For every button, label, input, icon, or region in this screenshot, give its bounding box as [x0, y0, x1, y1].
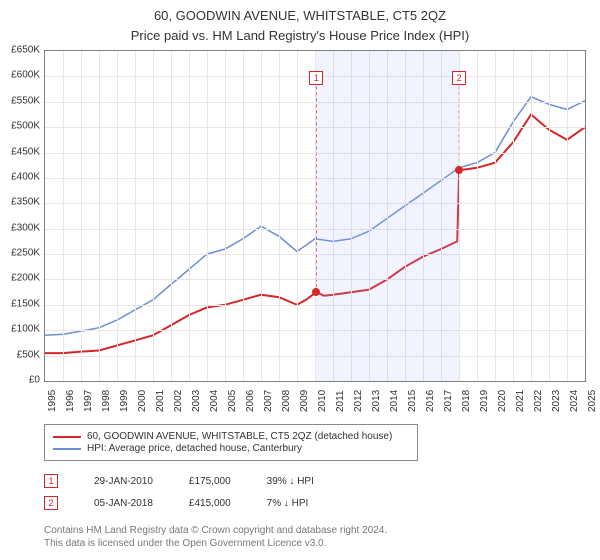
sale-row-diff: 39% ↓ HPI: [267, 476, 314, 487]
sale-marker-dot: [455, 166, 463, 174]
x-axis-label: 2015: [407, 390, 418, 412]
x-axis-label: 2002: [173, 390, 184, 412]
x-axis-label: 2009: [299, 390, 310, 412]
x-axis-label: 2006: [245, 390, 256, 412]
y-axis-label: £450K: [2, 146, 40, 157]
footnote-line-2: This data is licensed under the Open Gov…: [44, 538, 326, 549]
sale-marker-label: 2: [452, 71, 466, 85]
footnote: Contains HM Land Registry data © Crown c…: [44, 524, 387, 550]
sale-row: 1 29-JAN-2010 £175,000 39% ↓ HPI: [44, 474, 314, 488]
x-axis-label: 2000: [137, 390, 148, 412]
y-axis-label: £100K: [2, 324, 40, 335]
y-axis-label: £0: [2, 375, 40, 386]
sale-row-price: £415,000: [189, 498, 231, 509]
y-axis-label: £650K: [2, 45, 40, 56]
sale-marker-label: 1: [309, 71, 323, 85]
sale-row-date: 05-JAN-2018: [94, 498, 153, 509]
x-axis-label: 2024: [569, 390, 580, 412]
x-axis-label: 2014: [389, 390, 400, 412]
x-axis-label: 2019: [479, 390, 490, 412]
y-axis-label: £550K: [2, 95, 40, 106]
x-axis-label: 2025: [587, 390, 598, 412]
x-axis-label: 2022: [533, 390, 544, 412]
x-axis-label: 2008: [281, 390, 292, 412]
y-axis-label: £400K: [2, 171, 40, 182]
x-axis-label: 2013: [371, 390, 382, 412]
y-axis-label: £600K: [2, 70, 40, 81]
y-axis-label: £50K: [2, 349, 40, 360]
x-axis-label: 1996: [65, 390, 76, 412]
sale-row-price: £175,000: [189, 476, 231, 487]
series-line-red: [45, 115, 585, 354]
x-axis-label: 2007: [263, 390, 274, 412]
chart-plot-area: 12: [44, 50, 586, 382]
sale-row-marker: 2: [44, 496, 58, 510]
x-axis-label: 2021: [515, 390, 526, 412]
y-axis-label: £300K: [2, 222, 40, 233]
x-axis-label: 2023: [551, 390, 562, 412]
footnote-line-1: Contains HM Land Registry data © Crown c…: [44, 525, 387, 536]
series-line-blue: [45, 97, 585, 336]
x-axis-label: 2016: [425, 390, 436, 412]
y-axis-label: £200K: [2, 273, 40, 284]
x-axis-label: 1995: [47, 390, 58, 412]
sale-row-date: 29-JAN-2010: [94, 476, 153, 487]
x-axis-label: 2020: [497, 390, 508, 412]
legend-swatch-blue: [53, 448, 81, 450]
legend-swatch-red: [53, 436, 81, 438]
x-axis-label: 2001: [155, 390, 166, 412]
x-axis-label: 2012: [353, 390, 364, 412]
sale-row-diff: 7% ↓ HPI: [267, 498, 309, 509]
x-axis-label: 2010: [317, 390, 328, 412]
chart-title: 60, GOODWIN AVENUE, WHITSTABLE, CT5 2QZ: [0, 8, 600, 23]
x-axis-label: 2005: [227, 390, 238, 412]
x-axis-label: 1997: [83, 390, 94, 412]
legend-label-blue: HPI: Average price, detached house, Cant…: [87, 443, 302, 454]
y-axis-label: £250K: [2, 248, 40, 259]
sale-row-marker: 1: [44, 474, 58, 488]
x-axis-label: 2004: [209, 390, 220, 412]
y-axis-label: £500K: [2, 121, 40, 132]
x-axis-label: 1998: [101, 390, 112, 412]
x-axis-label: 2011: [335, 390, 346, 412]
x-axis-label: 2003: [191, 390, 202, 412]
chart-subtitle: Price paid vs. HM Land Registry's House …: [0, 28, 600, 43]
legend-label-red: 60, GOODWIN AVENUE, WHITSTABLE, CT5 2QZ …: [87, 431, 392, 442]
legend: 60, GOODWIN AVENUE, WHITSTABLE, CT5 2QZ …: [44, 424, 418, 461]
y-axis-label: £150K: [2, 298, 40, 309]
x-axis-label: 1999: [119, 390, 130, 412]
x-axis-label: 2017: [443, 390, 454, 412]
x-axis-label: 2018: [461, 390, 472, 412]
y-axis-label: £350K: [2, 197, 40, 208]
sale-row: 2 05-JAN-2018 £415,000 7% ↓ HPI: [44, 496, 308, 510]
chart-lines: [45, 51, 585, 381]
sale-marker-dot: [312, 288, 320, 296]
